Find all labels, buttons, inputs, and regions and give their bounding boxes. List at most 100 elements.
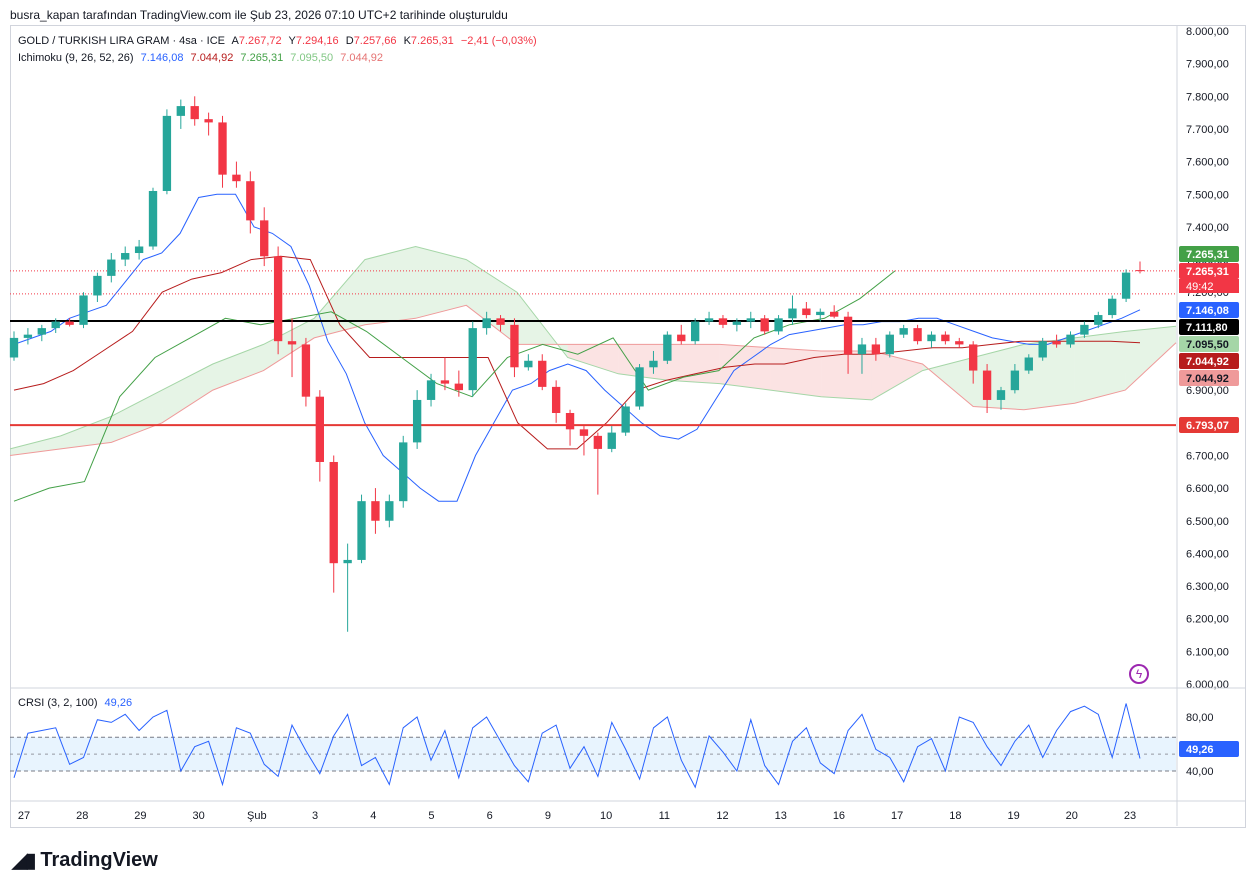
candle-body: [996, 390, 1006, 400]
candle-body: [454, 383, 464, 391]
time-tick-label: 10: [600, 810, 612, 822]
spanB-value: 7.044,92: [340, 52, 384, 64]
cloud-segment: [618, 344, 670, 381]
cloud-segment: [770, 347, 822, 397]
crsi-pane: 80,00 40,00 49,26: [10, 703, 1239, 789]
candle-body: [399, 442, 408, 502]
candle-body: [482, 318, 491, 329]
crsi-value-label-bg: [1179, 741, 1239, 757]
time-tick-label: 6: [487, 810, 493, 822]
candle-body: [1024, 357, 1033, 371]
kijun-sen-line: [13, 255, 1141, 450]
crsi-name[interactable]: CRSI (3, 2, 100): [18, 697, 98, 709]
candle-body: [718, 318, 728, 325]
candle-body: [121, 253, 130, 260]
chikou-price-label-bg: [1179, 246, 1239, 262]
candle-body: [788, 308, 797, 319]
candle-body: [23, 334, 33, 338]
candle-body: [941, 334, 950, 342]
chart-frame[interactable]: [10, 25, 1246, 828]
cloud-segment: [111, 390, 163, 443]
candle-body: [843, 316, 853, 355]
price-tick-label: 7.400,00: [1186, 222, 1229, 234]
chart-caption: busra_kapan tarafından TradingView.com i…: [10, 8, 508, 22]
candle-body: [329, 461, 338, 564]
cloud-segment: [871, 350, 923, 400]
candle-body: [190, 106, 199, 120]
price-tick-label: 6.400,00: [1186, 548, 1229, 560]
candle-body: [635, 367, 644, 407]
candle-body: [412, 399, 422, 443]
candle-body: [663, 334, 672, 361]
price-tick-label: 6.300,00: [1186, 581, 1229, 593]
cloud-segment: [567, 344, 619, 374]
spanB-price-label-bg: [1179, 370, 1239, 386]
time-tick-label: 3: [312, 810, 318, 822]
time-tick-label: 13: [775, 810, 787, 822]
ichimoku-name[interactable]: Ichimoku (9, 26, 52, 26): [18, 52, 134, 64]
time-tick-label: 16: [833, 810, 845, 822]
time-tick-label: 5: [428, 810, 434, 822]
spanA-price-label: 7.095,50: [1186, 339, 1229, 351]
low-label: D: [345, 35, 354, 47]
candle-body: [343, 559, 352, 564]
crsi-line: [13, 703, 1141, 789]
candle-body: [218, 122, 227, 175]
cloud-segment: [314, 259, 365, 338]
price-tick-label: 6.200,00: [1186, 614, 1229, 626]
candle-body: [982, 370, 992, 400]
time-axis: 27 28 29 30 Şub 3 4 5 6 9 10 11 12 13 16 17 18 19 20 23: [18, 810, 1136, 822]
candle-body: [1121, 272, 1131, 299]
candle-body: [732, 321, 742, 325]
time-tick-label: 28: [76, 810, 88, 822]
last-price-label: 7.265,31: [1186, 266, 1229, 278]
candle-body: [357, 501, 366, 560]
candle-body: [9, 337, 19, 358]
cloud-segment: [1074, 331, 1126, 404]
price-tick-label: 7.600,00: [1186, 157, 1229, 169]
resistance-price-label-bg: [1179, 319, 1239, 335]
tenkan-price-label: 7.146,08: [1186, 305, 1229, 317]
candle-body: [162, 115, 172, 191]
candle-body: [1066, 334, 1075, 345]
candle-body: [426, 380, 436, 400]
candle-body: [649, 360, 658, 368]
resistance-price-label: 7.111,80: [1186, 322, 1228, 334]
candle-body: [690, 321, 700, 342]
open-label: A: [231, 35, 239, 47]
price-tick-label: 7.900,00: [1186, 59, 1229, 71]
open-value: 7.267,72: [238, 35, 282, 47]
candle-body: [301, 344, 311, 397]
candle-body: [468, 328, 477, 391]
price-tick-label: 7.800,00: [1186, 91, 1229, 103]
lightning-icon[interactable]: ϟ: [1129, 664, 1149, 684]
time-tick-label: 27: [18, 810, 30, 822]
candle-body: [830, 311, 839, 317]
cloud-segment: [1023, 337, 1075, 410]
spanA-price-label-bg: [1179, 336, 1239, 352]
cloud-segment: [669, 344, 720, 384]
candle-body: [246, 181, 255, 221]
candle-body: [260, 220, 269, 257]
time-tick-label: 30: [193, 810, 205, 822]
candle-body: [927, 334, 936, 342]
symbol-name[interactable]: GOLD / TURKISH LIRA GRAM · 4sa · ICE: [18, 35, 226, 47]
candle-body: [273, 256, 283, 342]
ichimoku-lines: [13, 193, 1141, 502]
time-tick-label: 29: [134, 810, 146, 822]
candle-body: [176, 106, 185, 116]
tradingview-logo[interactable]: ◢▮ TradingView: [12, 848, 158, 873]
horizontal-levels: [10, 270, 1176, 427]
candle-body: [287, 341, 297, 345]
countdown-bg: [1179, 279, 1239, 293]
price-tick-label: 7.700,00: [1186, 124, 1229, 136]
close-label: K: [403, 35, 411, 47]
candle-body: [677, 334, 686, 342]
candle-body: [385, 501, 394, 521]
time-tick-label: 12: [716, 810, 728, 822]
cloud-segment: [415, 246, 467, 319]
candle-body: [551, 386, 561, 414]
time-tick-label: 18: [949, 810, 961, 822]
candle-body: [510, 324, 519, 368]
